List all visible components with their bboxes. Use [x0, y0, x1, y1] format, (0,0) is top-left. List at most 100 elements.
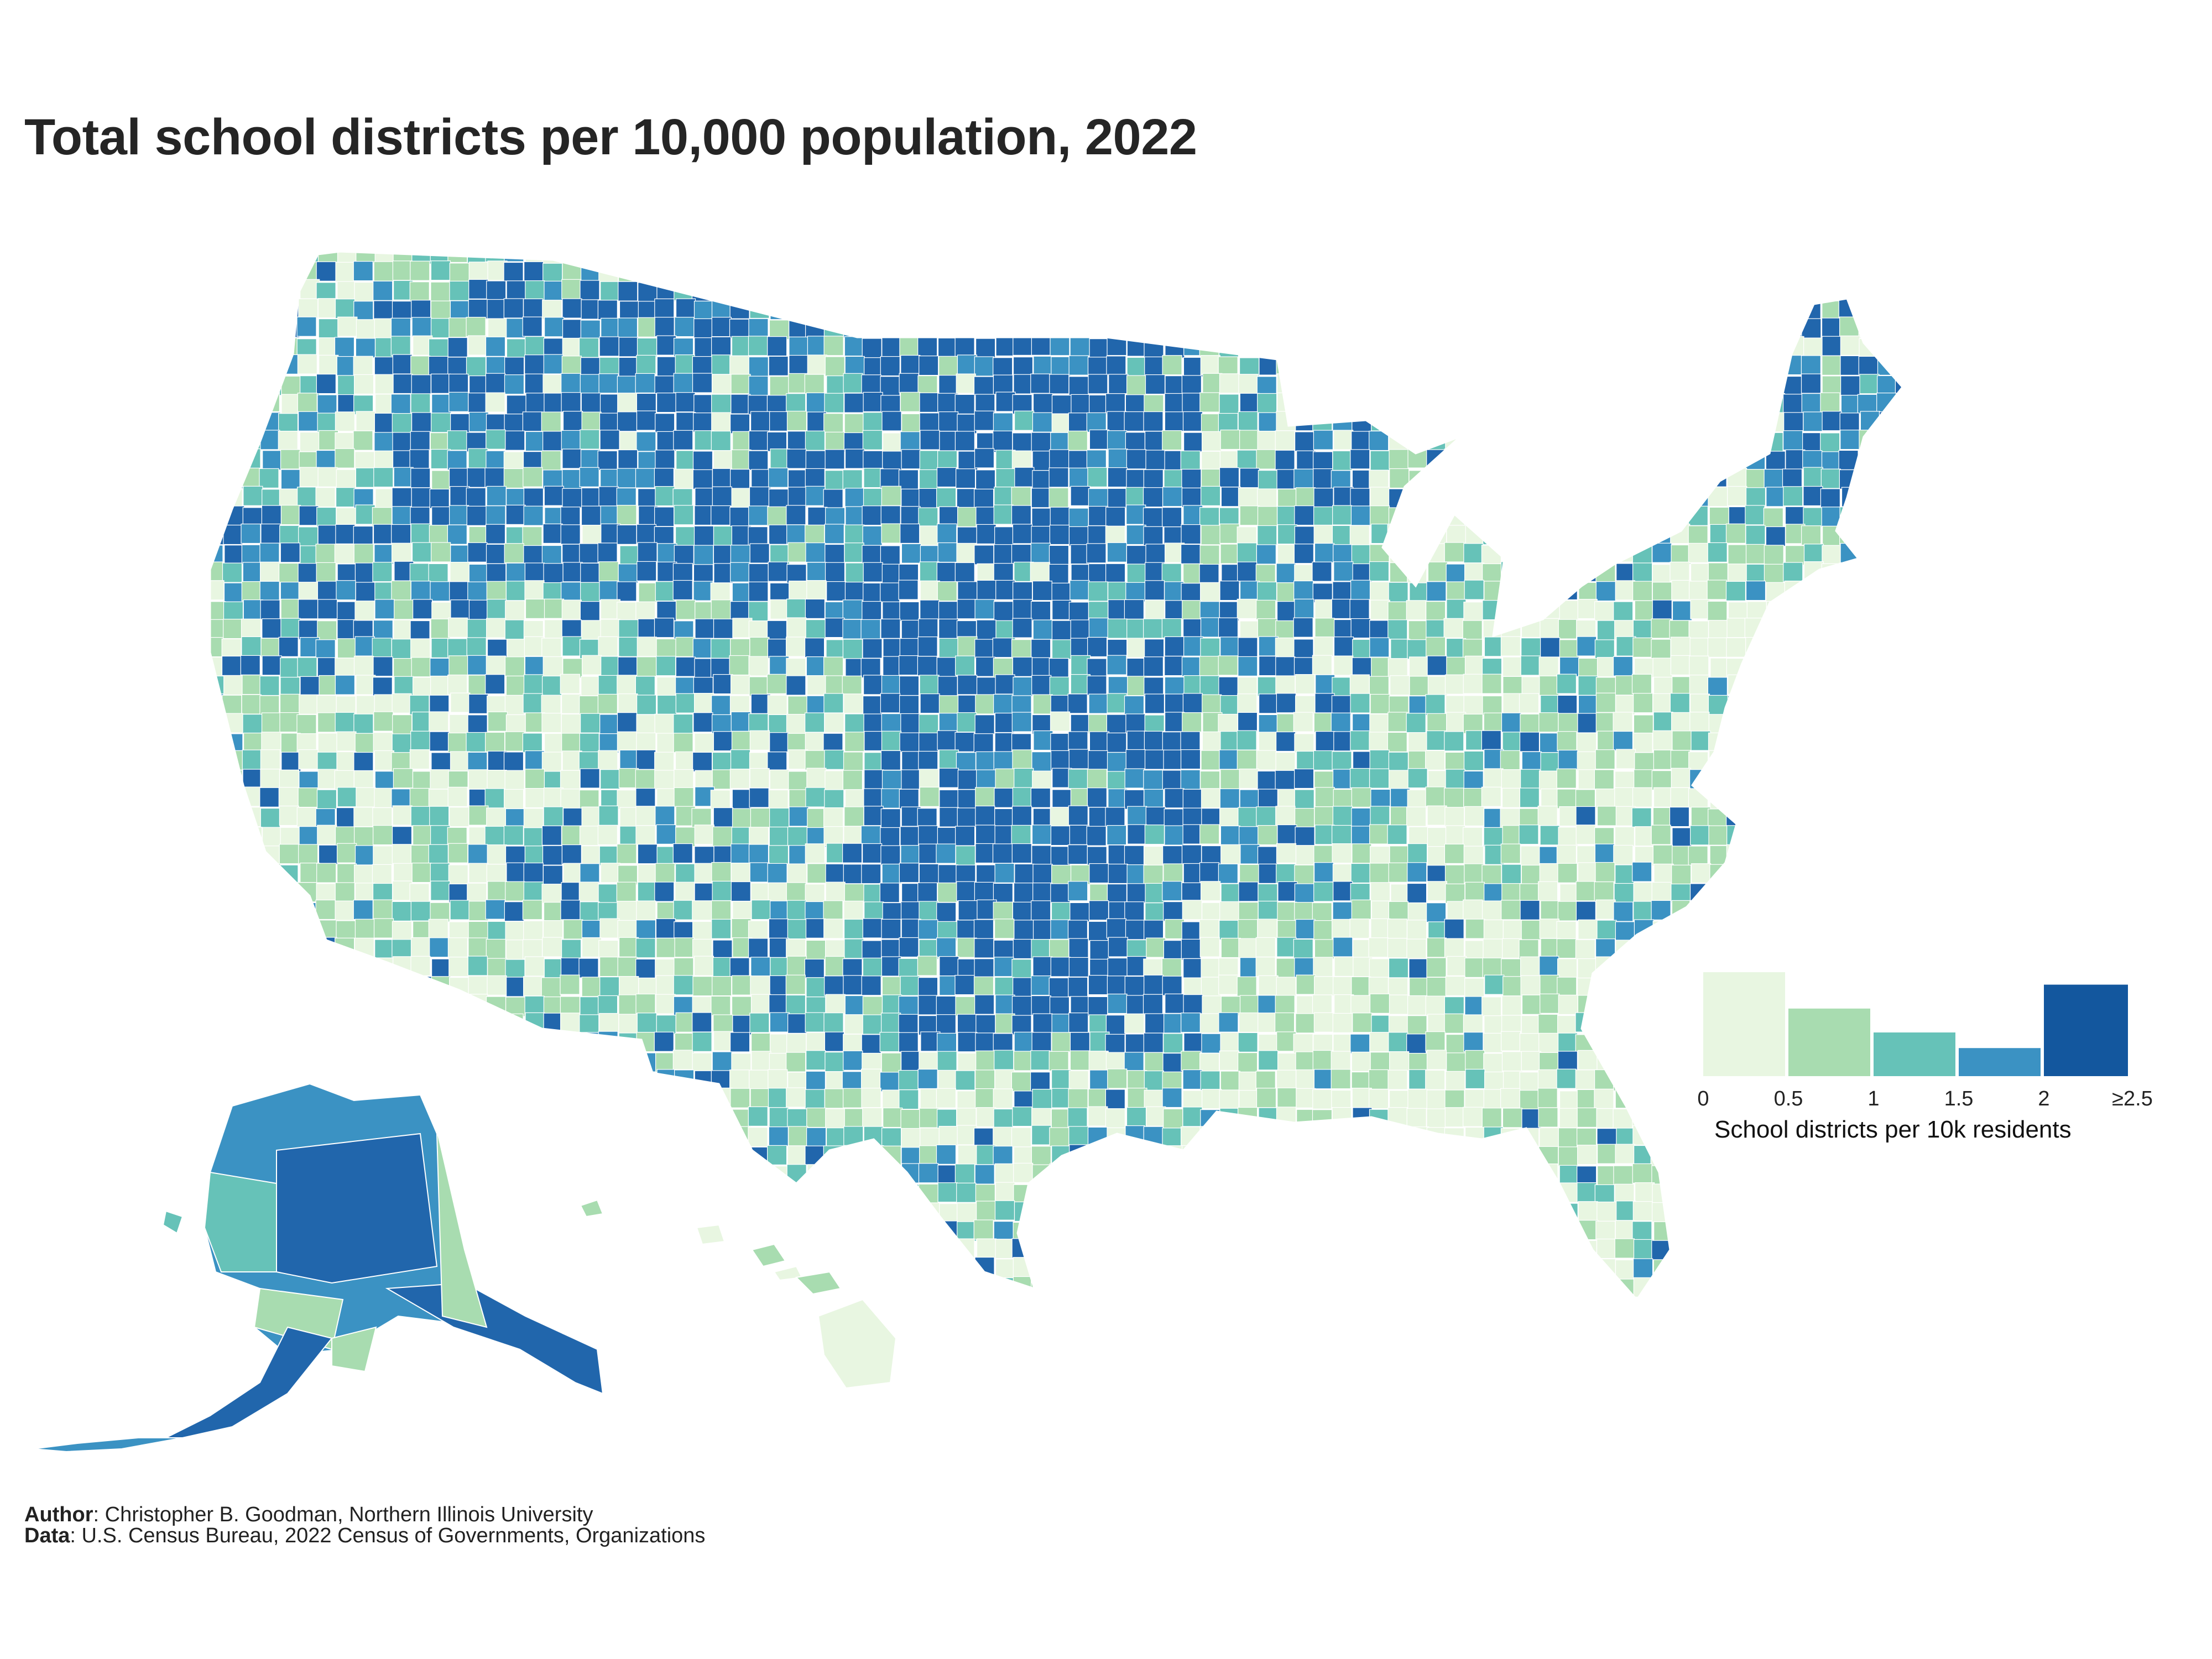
county-cell-3553 [278, 976, 298, 997]
county-cell-2149 [1257, 676, 1277, 697]
county-cell-3986 [1577, 1050, 1598, 1071]
county-cell-1496 [956, 542, 977, 564]
county-cell-637 [210, 375, 226, 396]
county-cell-3787 [1258, 1013, 1278, 1033]
county-cell-3940 [712, 1051, 732, 1072]
county-cell-2110 [523, 674, 544, 695]
county-cell-130 [938, 260, 958, 280]
county-cell-2112 [560, 674, 580, 694]
county-cell-3485 [712, 957, 733, 978]
county-cell-4983 [1501, 1260, 1521, 1280]
county-cell-1996 [1802, 638, 1822, 658]
county-cell-2385 [561, 733, 582, 753]
county-cell-2796 [1444, 807, 1465, 827]
county-cell-781 [1199, 392, 1220, 413]
county-cell-1764 [862, 601, 882, 622]
county-cell-2610 [1369, 768, 1390, 789]
county-cell-2664 [674, 787, 694, 807]
county-cell-1113 [599, 468, 620, 489]
county-cell-2952 [955, 845, 976, 866]
county-cell-4785 [1201, 1220, 1222, 1240]
county-cell-2304 [748, 713, 769, 734]
county-cell-3759 [732, 1015, 753, 1035]
county-cell-73 [1577, 252, 1597, 262]
county-cell-1147 [1239, 468, 1260, 488]
county-cell-1421 [1257, 525, 1277, 546]
county-cell-4050 [1068, 1070, 1089, 1091]
county-cell-436 [1558, 318, 1579, 338]
county-cell-1664 [693, 581, 713, 601]
county-cell-457 [243, 337, 263, 358]
county-cell-743 [485, 392, 505, 413]
county-cell-2364 [1879, 712, 1899, 733]
county-cell-4168 [1577, 1089, 1597, 1110]
county-cell-765 [900, 392, 921, 412]
county-cell-3775 [1032, 1013, 1053, 1034]
county-cell-463 [355, 338, 376, 358]
county-cell-554 [353, 356, 373, 376]
county-cell-1937 [692, 638, 713, 659]
county-cell-2507 [1144, 749, 1165, 770]
county-cell-3058 [1239, 864, 1260, 885]
county-cell-1547 [210, 561, 223, 582]
county-cell-3565 [505, 977, 526, 997]
county-cell-2692 [1201, 788, 1222, 808]
county-cell-3170 [1633, 881, 1653, 902]
county-cell-4972 [1293, 1258, 1314, 1278]
county-cell-3803 [1557, 1015, 1578, 1036]
county-cell-868 [1124, 411, 1144, 432]
county-cell-2027 [675, 656, 696, 677]
county-cell-3321 [1050, 919, 1071, 940]
county-cell-1789 [1331, 598, 1352, 619]
county-cell-2921 [373, 846, 393, 866]
county-cell-652 [485, 373, 506, 393]
county-cell-3102 [354, 883, 375, 903]
county-cell-3932 [561, 1052, 582, 1072]
county-cell-1321 [1088, 505, 1109, 526]
county-cell-4760 [730, 1222, 750, 1242]
county-cell-259 [1651, 281, 1671, 301]
county-cell-1012 [409, 449, 430, 469]
county-cell-3836 [467, 1034, 487, 1054]
county-cell-1302 [729, 507, 750, 527]
county-cell-1479 [637, 542, 658, 562]
county-cell-67 [1463, 252, 1483, 264]
county-cell-2870 [1127, 824, 1147, 844]
county-cell-2851 [769, 826, 790, 847]
county-cell-3241 [1258, 900, 1278, 921]
county-cell-796 [1483, 392, 1504, 412]
county-cell-2140 [1087, 675, 1107, 696]
county-cell-4869 [1067, 1240, 1088, 1260]
county-cell-4180 [1802, 1090, 1822, 1110]
county-cell-1577 [768, 561, 788, 582]
county-cell-42 [994, 252, 1015, 262]
county-cell-2487 [767, 752, 787, 772]
county-cell-2269 [1801, 693, 1822, 713]
county-cell-2065 [1387, 658, 1408, 679]
county-cell-4292 [486, 1128, 507, 1149]
county-cell-4237 [1163, 1108, 1183, 1129]
county-cell-3573 [655, 975, 676, 995]
county-cell-3128 [844, 883, 864, 904]
county-cell-216 [843, 281, 864, 301]
county-cell-1905 [1802, 620, 1822, 640]
county-cell-2182 [1876, 674, 1897, 695]
county-cell-520 [1427, 336, 1448, 357]
county-cell-4848 [673, 1240, 693, 1260]
county-cell-3404 [899, 937, 919, 958]
county-cell-1990 [1689, 638, 1710, 658]
county-cell-134 [1013, 262, 1034, 283]
county-cell-979 [1500, 432, 1521, 453]
county-cell-4884 [1352, 1239, 1373, 1260]
county-cell-3247 [1371, 900, 1391, 921]
county-cell-2299 [654, 713, 675, 734]
county-cell-1838 [544, 619, 565, 640]
county-cell-701 [1407, 374, 1428, 395]
county-cell-1338 [1407, 505, 1427, 526]
county-cell-1437 [1559, 524, 1579, 545]
county-cell-4581 [787, 1185, 808, 1205]
county-cell-2901 [1708, 825, 1729, 846]
county-cell-1019 [541, 450, 561, 471]
county-cell-71 [1538, 252, 1558, 262]
county-cell-3386 [561, 939, 582, 959]
